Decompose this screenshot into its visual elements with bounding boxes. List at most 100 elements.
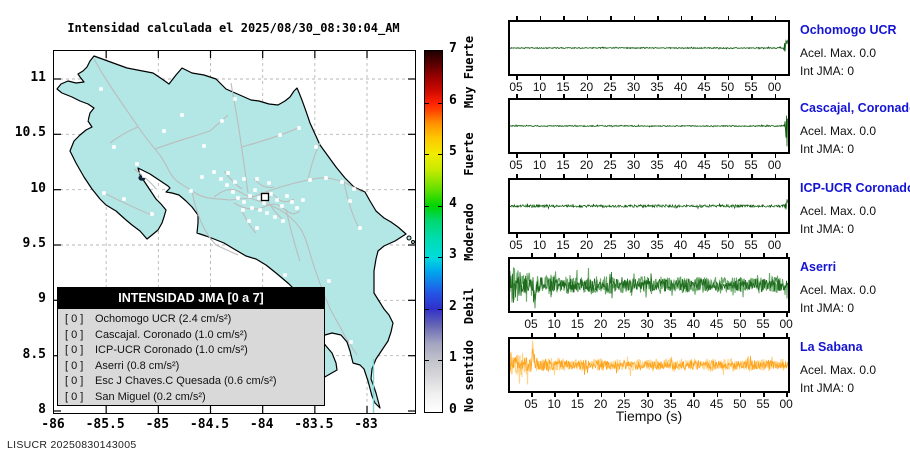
seismo-tick-bottom bbox=[586, 154, 588, 158]
seismo-tick-label: 45 bbox=[697, 80, 711, 94]
seismo-tick-top bbox=[739, 333, 742, 337]
legend-entry-level: [ 0 ] bbox=[65, 390, 84, 403]
legend-entry: [ 0 ] Ochomogo UCR (2.4 cm/s²) bbox=[58, 312, 324, 328]
seismo-box bbox=[508, 257, 790, 313]
seismo-tick-top bbox=[633, 174, 635, 178]
seismo-tick-bottom bbox=[786, 393, 788, 397]
station-dot bbox=[255, 226, 259, 230]
seismo-tick-label: 35 bbox=[650, 158, 664, 172]
colorbar-tick bbox=[438, 308, 442, 310]
station-dot bbox=[283, 273, 287, 277]
seismo-tick-bottom bbox=[633, 154, 635, 158]
station-dot bbox=[281, 219, 285, 223]
seismo-tick-top bbox=[610, 16, 612, 20]
y-tick-label: 9 bbox=[38, 291, 46, 307]
station-dot bbox=[112, 145, 116, 149]
seismo-tick-top bbox=[763, 333, 765, 337]
seismo-tick-top bbox=[647, 333, 649, 337]
x-tick-label: -85 bbox=[145, 417, 170, 432]
seismo-box bbox=[508, 98, 790, 154]
seismo-acel-max: Acel. Max. 0.0 bbox=[800, 124, 877, 138]
x-tick-label: -86 bbox=[41, 417, 65, 432]
seismo-acel-max: Acel. Max. 0.0 bbox=[800, 363, 877, 377]
x-tick-label: -83.5 bbox=[294, 417, 334, 432]
seismo-tick-top bbox=[727, 174, 729, 178]
seismo-tick-bottom bbox=[577, 313, 579, 317]
seismo-tick-bottom bbox=[693, 393, 695, 397]
seismo-station-name: Aserri bbox=[800, 260, 837, 274]
time-axis-label: Tiempo (s) bbox=[615, 408, 683, 424]
station-dot bbox=[156, 189, 160, 193]
map-title: Intensidad calculada el 2025/08/30_08:30… bbox=[67, 21, 400, 35]
legend-entry: [ 0 ] San Miguel (0.2 cm/s²) bbox=[58, 390, 324, 406]
seismo-tick-top bbox=[704, 174, 706, 178]
seismo-acel-max: Acel. Max. 0.0 bbox=[800, 46, 877, 60]
seismo-tick-top bbox=[680, 174, 682, 178]
station-dot bbox=[257, 196, 261, 200]
seismo-tick-bottom bbox=[763, 393, 765, 397]
timestamp-footer: LISUCR 20250830143005 bbox=[7, 439, 137, 451]
seismo-tick-top bbox=[531, 333, 533, 337]
seismo-int-jma: Int JMA: 0 bbox=[800, 381, 855, 395]
seismo-trace bbox=[510, 340, 788, 385]
station-dot bbox=[301, 198, 305, 202]
seismo-tick-label: 00 bbox=[779, 397, 793, 411]
seismo-tick-label: 50 bbox=[720, 158, 735, 172]
station-dot bbox=[358, 226, 362, 230]
station-dot bbox=[180, 113, 184, 117]
station-dot bbox=[262, 85, 266, 89]
seismo-tick-label: 25 bbox=[603, 80, 617, 94]
seismo-box bbox=[508, 20, 790, 76]
station-dot bbox=[352, 187, 356, 191]
seismo-box bbox=[508, 337, 790, 393]
seismo-tick-bottom bbox=[563, 154, 565, 158]
station-dot bbox=[231, 190, 235, 194]
seismo-tick-bottom bbox=[716, 313, 719, 317]
seismo-tick-bottom bbox=[670, 313, 672, 317]
seismo-tick-bottom bbox=[539, 154, 541, 158]
station-dot bbox=[273, 215, 277, 219]
station-dot bbox=[349, 340, 353, 344]
station-dot bbox=[242, 200, 246, 204]
seismo-tick-label: 50 bbox=[733, 317, 747, 331]
station-dot bbox=[189, 189, 193, 193]
seismo-tick-bottom bbox=[680, 154, 682, 158]
seismo-tick-label: 00 bbox=[767, 238, 782, 252]
seismo-tick-bottom bbox=[531, 393, 533, 397]
seismo-tick-label: 30 bbox=[626, 80, 641, 94]
seismo-tick-top bbox=[670, 253, 672, 257]
seismo-tick-label: 50 bbox=[720, 238, 735, 252]
seismo-tick-label: 00 bbox=[779, 317, 793, 331]
seismo-tick-bottom bbox=[516, 76, 518, 80]
seismo-tick-top bbox=[716, 253, 719, 257]
seismo-tick-top bbox=[680, 16, 682, 20]
station-dot bbox=[262, 201, 266, 205]
seismo-tick-label: 05 bbox=[509, 80, 523, 94]
seismo-tick-top bbox=[516, 94, 518, 98]
seismo-int-jma: Int JMA: 0 bbox=[800, 142, 855, 156]
seismo-tick-top bbox=[774, 94, 776, 98]
seismo-tick-top bbox=[586, 94, 588, 98]
seismo-tick-top bbox=[610, 174, 612, 178]
y-tick-label: 10 bbox=[30, 180, 46, 196]
seismo-tick-label: 40 bbox=[673, 238, 688, 252]
seismo-tick-top bbox=[774, 16, 776, 20]
seismo-tick-label: 45 bbox=[697, 158, 711, 172]
seismo-tick-bottom bbox=[516, 234, 518, 238]
seismo-tick-label: 35 bbox=[663, 317, 677, 331]
legend-entry-station: Ochomogo UCR bbox=[95, 313, 179, 325]
seismo-tick-label: 30 bbox=[626, 238, 641, 252]
y-tick-label: 9.5 bbox=[22, 235, 46, 251]
seismo-tick-top bbox=[539, 16, 541, 20]
seismo-tick-top bbox=[600, 253, 603, 257]
colorbar-tick bbox=[425, 360, 429, 362]
seismo-tick-top bbox=[633, 94, 635, 98]
seismo-tick-bottom bbox=[680, 76, 682, 80]
legend-entry: [ 0 ] Cascajal. Coronado (1.0 cm/s²) bbox=[58, 328, 324, 344]
seismo-tick-top bbox=[647, 253, 649, 257]
seismo-tick-top bbox=[751, 16, 753, 20]
seismo-tick-bottom bbox=[623, 393, 626, 397]
seismo-tick-bottom bbox=[657, 234, 659, 238]
station-dot bbox=[233, 180, 237, 184]
